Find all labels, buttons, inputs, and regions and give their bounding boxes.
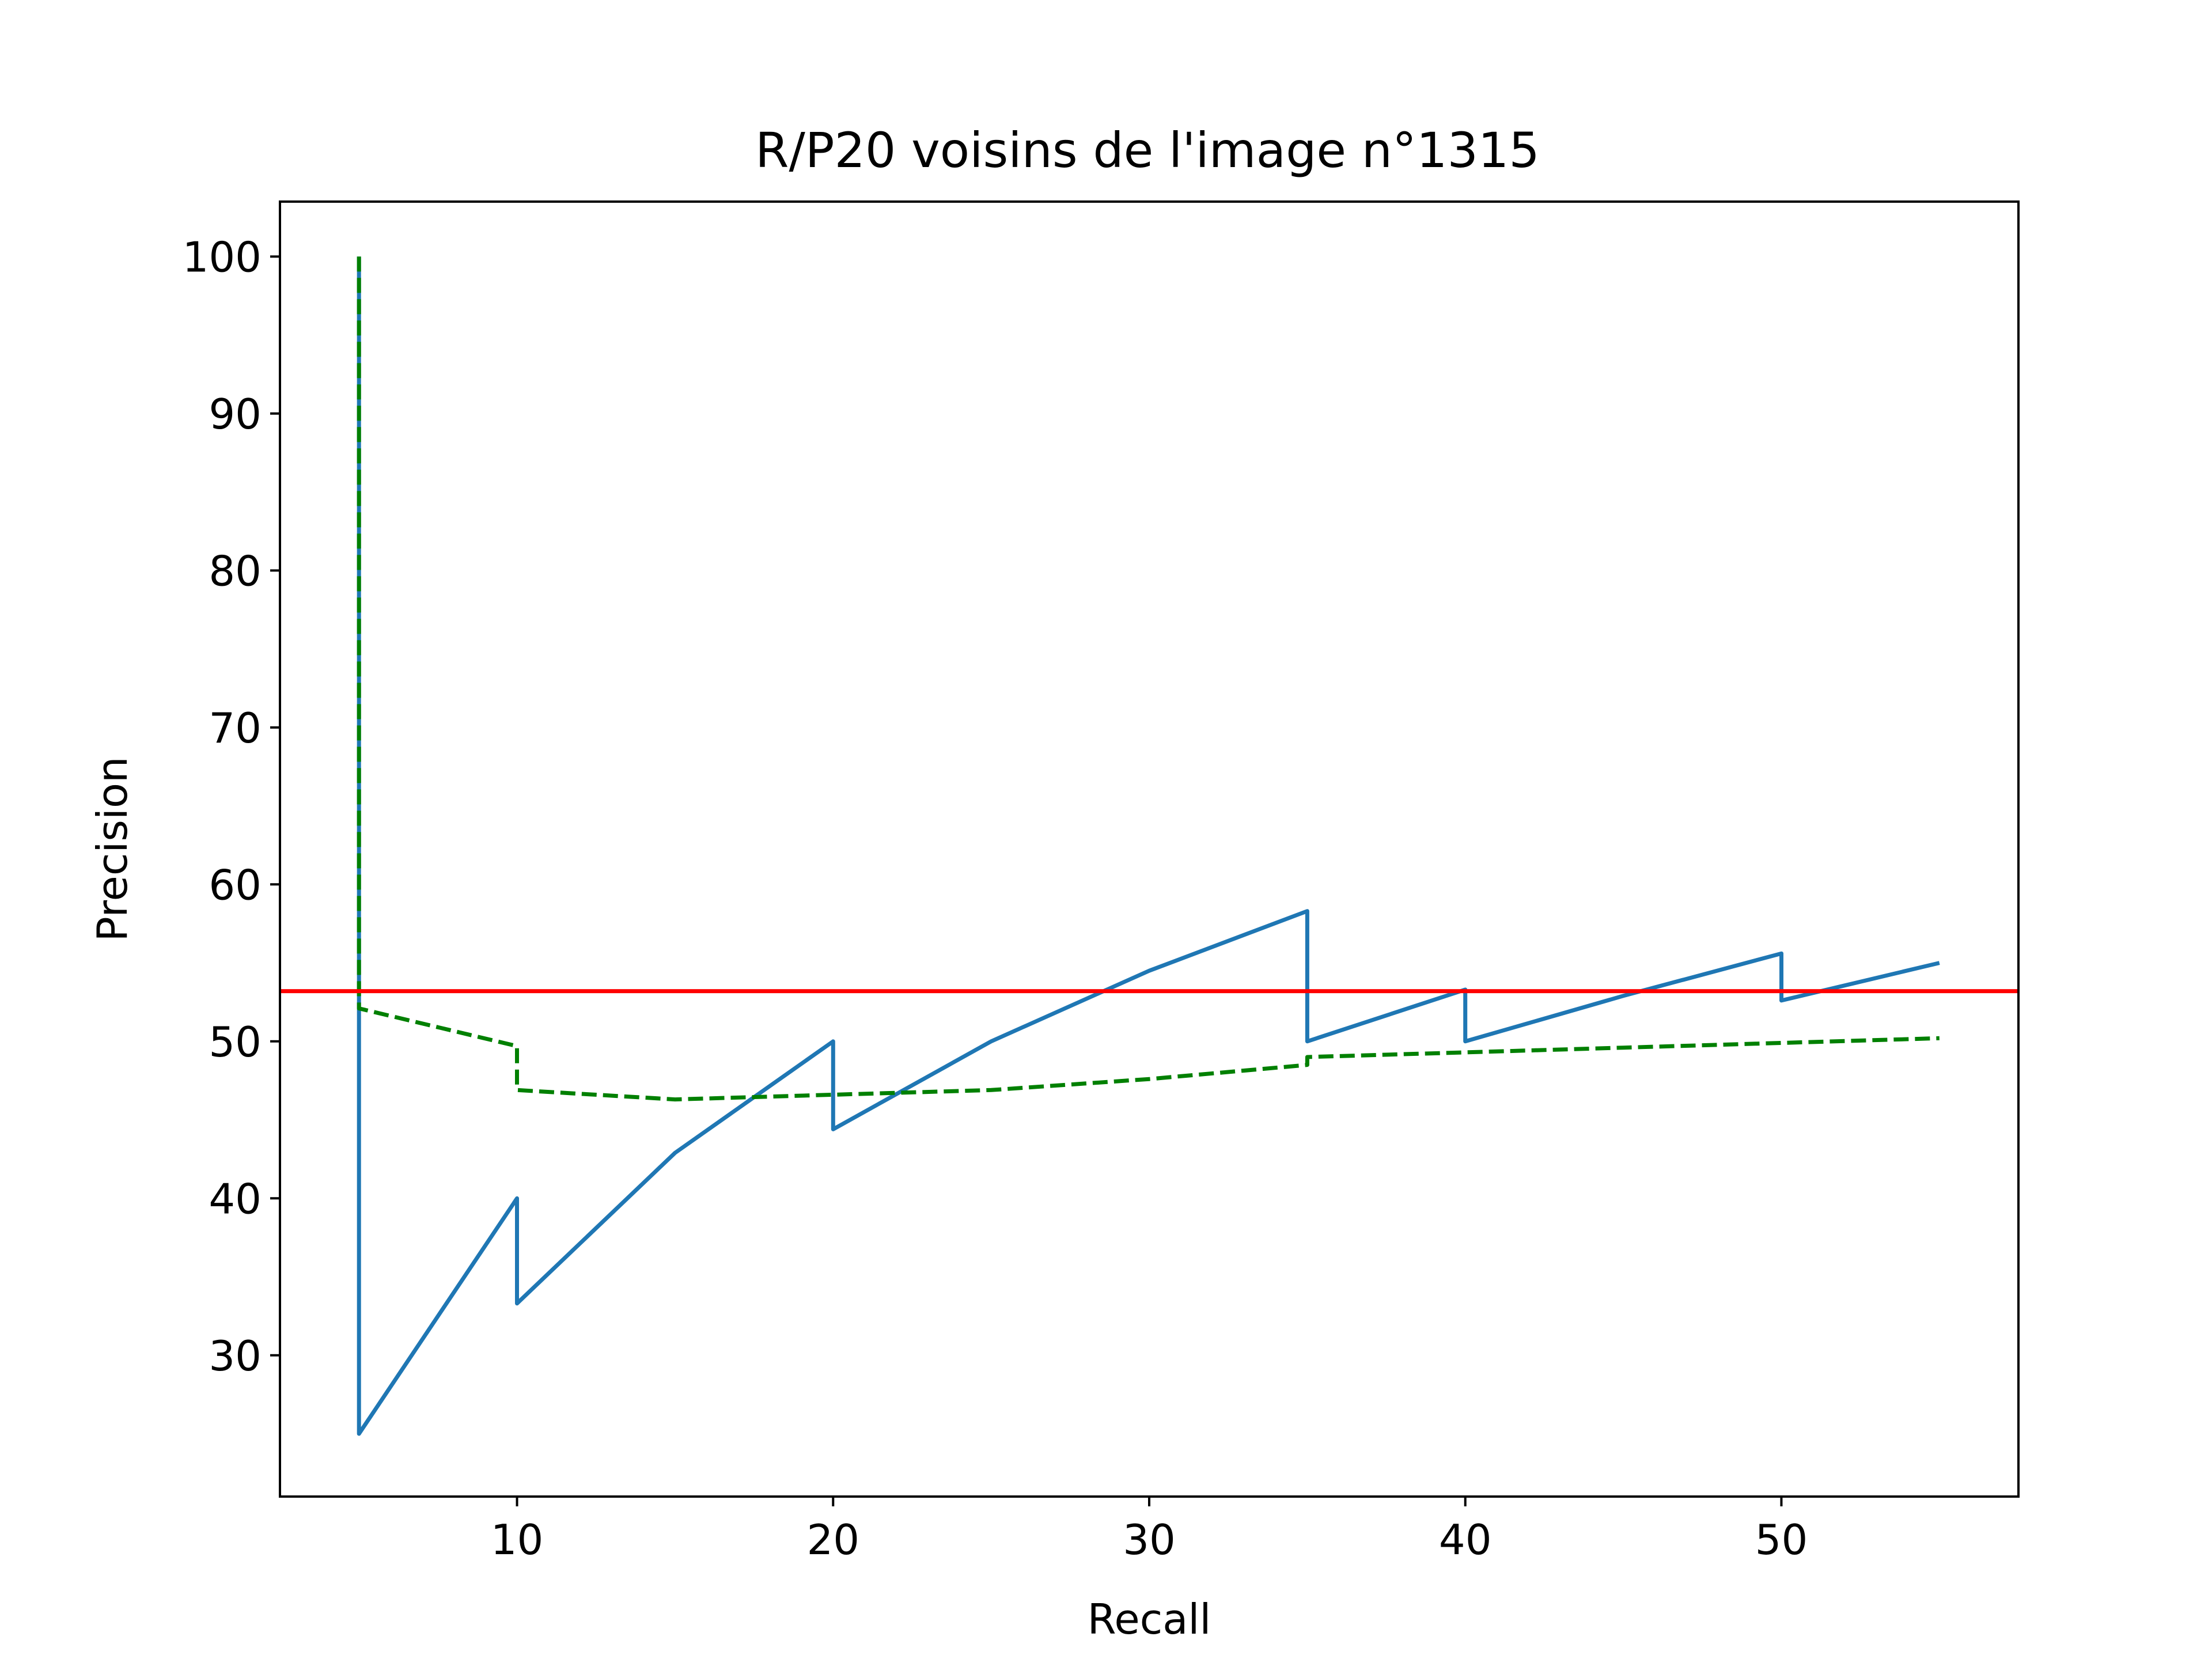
y-tick-label: 60 xyxy=(209,861,262,909)
x-tick-label: 20 xyxy=(806,1516,859,1564)
y-tick-label: 100 xyxy=(183,233,262,281)
x-tick-label: 40 xyxy=(1439,1516,1492,1564)
y-axis-label: Precision xyxy=(88,756,137,941)
x-tick-label: 50 xyxy=(1755,1516,1808,1564)
chart-title: R/P20 voisins de l'image n°1315 xyxy=(755,122,1540,179)
plot-area xyxy=(280,256,2018,1436)
y-tick-label: 50 xyxy=(209,1018,262,1066)
y-tick-label: 90 xyxy=(209,390,262,438)
x-tick-label: 10 xyxy=(491,1516,544,1564)
series-solid-line xyxy=(357,256,1940,1436)
y-tick-label: 70 xyxy=(209,704,262,752)
axes: 10 20 30 40 50 30 40 50 60 70 80 90 100 xyxy=(183,233,1808,1564)
series-dashed-line xyxy=(357,256,1940,1102)
y-tick-label: 80 xyxy=(209,547,262,595)
y-tick-label: 40 xyxy=(209,1175,262,1223)
x-axis-label: Recall xyxy=(1088,1595,1211,1643)
x-tick-label: 30 xyxy=(1123,1516,1176,1564)
y-tick-label: 30 xyxy=(209,1332,262,1380)
